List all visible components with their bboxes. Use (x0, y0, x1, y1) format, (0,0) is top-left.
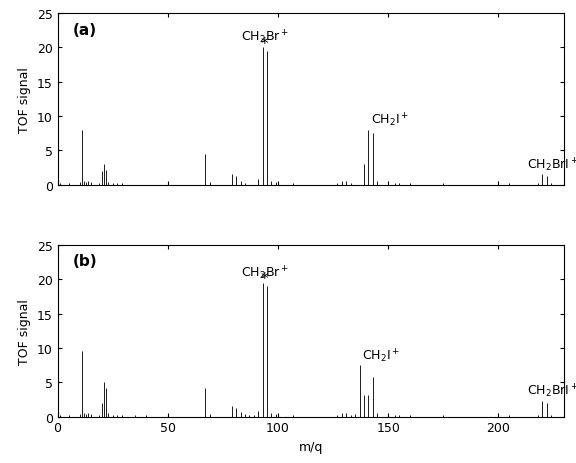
X-axis label: m/q: m/q (299, 440, 323, 453)
Y-axis label: TOF signal: TOF signal (18, 298, 31, 364)
Text: CH$_2$BrI$^+$: CH$_2$BrI$^+$ (527, 382, 576, 400)
Text: (a): (a) (73, 23, 97, 38)
Y-axis label: TOF signal: TOF signal (18, 67, 31, 132)
Text: *: * (261, 271, 268, 287)
Text: CH$_2$Br$^+$: CH$_2$Br$^+$ (241, 29, 289, 46)
Text: *: * (261, 37, 268, 51)
Text: CH$_2$I$^+$: CH$_2$I$^+$ (370, 112, 408, 129)
Text: CH$_2$I$^+$: CH$_2$I$^+$ (362, 346, 400, 364)
Text: CH$_2$BrI$^+$: CH$_2$BrI$^+$ (527, 156, 576, 174)
Text: (b): (b) (73, 254, 97, 269)
Text: CH$_2$Br$^+$: CH$_2$Br$^+$ (241, 263, 289, 281)
